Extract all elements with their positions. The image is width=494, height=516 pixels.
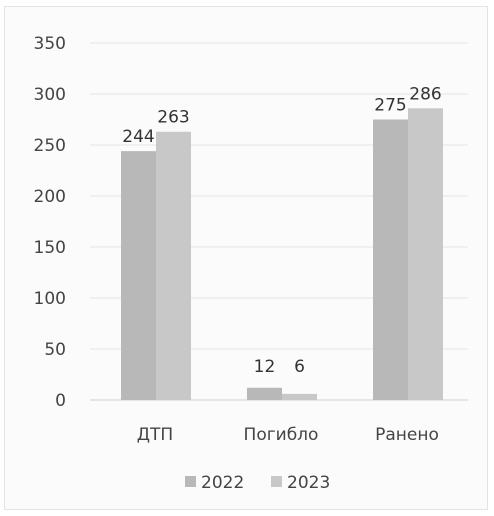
y-tick-label-250: 250 — [34, 136, 66, 156]
y-tick-label-350: 350 — [34, 34, 66, 54]
y-tick-label-50: 50 — [44, 340, 66, 360]
y-tick-label-200: 200 — [34, 187, 66, 207]
legend: 2022 2023 — [185, 473, 330, 493]
y-tick-label-100: 100 — [34, 289, 66, 309]
bar-2023-0 — [156, 131, 191, 401]
category-label-2: Ранено — [375, 425, 439, 445]
x-axis-category-labels: ДТП Погибло Ранено — [137, 425, 439, 445]
bar-2023-2 — [408, 108, 443, 400]
bar-2022-0 — [121, 151, 156, 400]
category-label-1: Погибло — [244, 425, 319, 445]
bar-2022-1 — [247, 387, 282, 400]
legend-swatch-2023 — [271, 476, 282, 487]
bars — [121, 108, 443, 401]
y-axis-tick-labels: 0 50 100 150 200 250 300 350 — [34, 34, 66, 411]
y-tick-label-150: 150 — [34, 238, 66, 258]
data-label-2023-0: 263 — [157, 108, 189, 128]
bar-2022-2 — [373, 119, 408, 400]
data-label-2023-2: 286 — [409, 84, 441, 104]
bar-2023-1 — [282, 393, 317, 400]
y-tick-label-0: 0 — [55, 391, 66, 411]
y-tick-label-300: 300 — [34, 85, 66, 105]
legend-label-2023: 2023 — [287, 473, 330, 493]
data-label-2022-2: 275 — [374, 96, 406, 116]
legend-swatch-2022 — [185, 476, 196, 487]
data-label-2022-1: 12 — [254, 357, 276, 377]
legend-label-2022: 2022 — [201, 473, 244, 493]
category-label-0: ДТП — [137, 425, 173, 445]
data-label-2023-1: 6 — [294, 357, 305, 377]
data-label-2022-0: 244 — [122, 127, 154, 147]
